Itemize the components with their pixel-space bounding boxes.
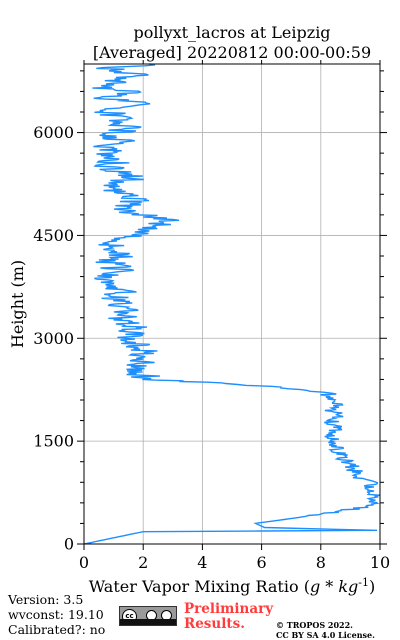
badge-strip: [120, 619, 176, 625]
plot-frame: [83, 63, 381, 545]
y-axis-label: Height (m): [8, 260, 27, 348]
x-axis-label: Water Vapor Mixing Ratio (g * kg-1): [89, 576, 376, 597]
chart-title-line-1: pollyxt_lacros at Leipzig: [133, 23, 330, 42]
x-tick-label: 2: [138, 553, 148, 572]
y-tick-label: 3000: [33, 329, 74, 348]
preliminary-line-1: Preliminary: [184, 601, 274, 617]
preliminary-results-notice: Preliminary Results.: [184, 602, 273, 632]
x-tick-label: 6: [257, 553, 267, 572]
chart-title-line-2: [Averaged] 20220812 00:00-00:59: [93, 43, 371, 62]
copyright-line-2: CC BY SA 4.0 License.: [276, 630, 375, 640]
wv-mixing-ratio-line: [83, 63, 380, 545]
footer-info: Version: 3.5 wvconst: 19.10 Calibrated?:…: [8, 592, 105, 637]
y-tick-label: 0: [64, 535, 74, 554]
y-tick-label: 1500: [33, 432, 74, 451]
y-tick-label: 6000: [33, 123, 74, 142]
ticks: 0 2 4 6 8 10 0 1500 3000 4500 6000: [33, 60, 390, 572]
y-tick-label: 4500: [33, 226, 74, 245]
grid: [83, 64, 381, 545]
x-tick-label: 0: [79, 553, 89, 572]
version-text: Version: 3.5: [8, 592, 84, 607]
preliminary-line-2: Results.: [184, 616, 245, 632]
x-tick-label: 10: [370, 553, 390, 572]
x-tick-label: 4: [197, 553, 207, 572]
wvconst-text: wvconst: 19.10: [8, 607, 104, 622]
cc-license-badge: cc: [119, 606, 177, 626]
calibrated-text: Calibrated?: no: [8, 622, 106, 637]
copyright-line-1: © TROPOS 2022.: [276, 620, 353, 630]
copyright-notice: © TROPOS 2022. CC BY SA 4.0 License.: [276, 620, 375, 640]
x-tick-label: 8: [316, 553, 326, 572]
data-layer: [83, 63, 380, 545]
